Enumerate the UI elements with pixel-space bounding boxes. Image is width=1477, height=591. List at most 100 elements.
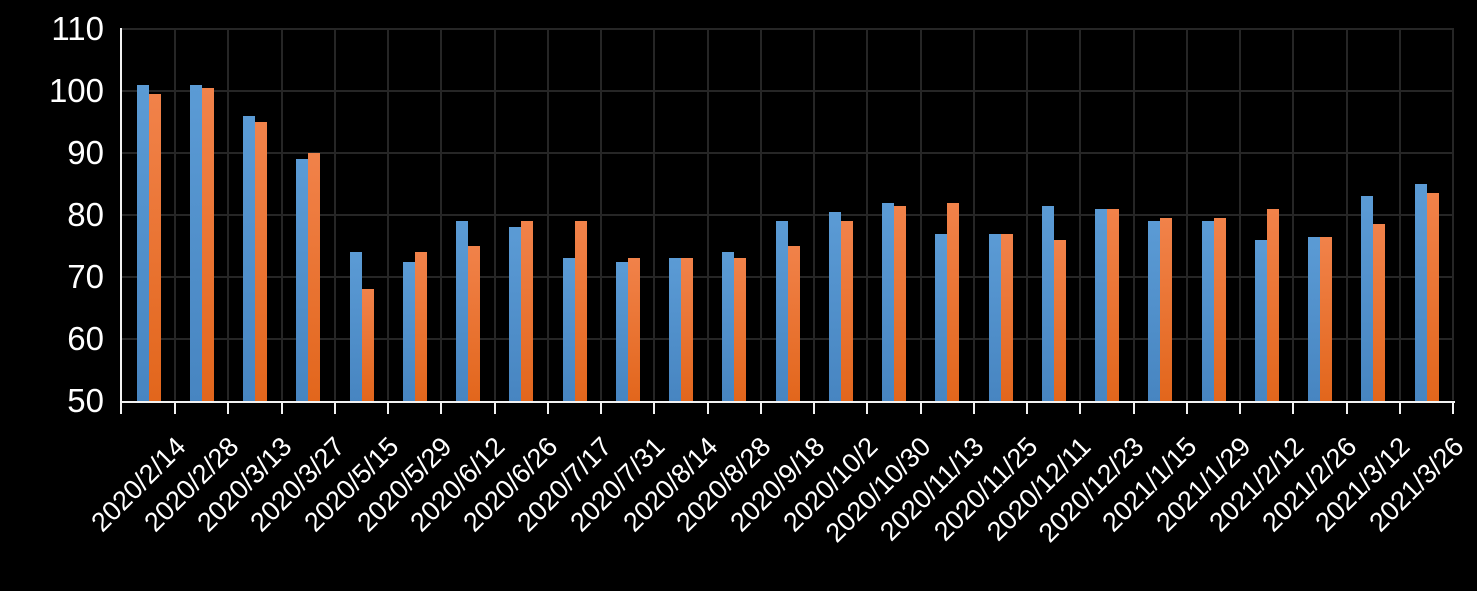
bar-series2 — [1266, 208, 1279, 401]
x-axis-tick — [866, 403, 869, 414]
bar-series1 — [669, 258, 682, 401]
bar-series1 — [775, 221, 788, 401]
bar-series2 — [787, 246, 800, 401]
v-gridline — [1239, 28, 1242, 400]
bar-series1 — [402, 261, 415, 401]
bar-series2 — [574, 221, 587, 401]
y-axis-line — [120, 28, 122, 401]
h-gridline — [122, 90, 1454, 92]
v-gridline — [706, 28, 709, 400]
v-gridline — [1132, 28, 1135, 400]
bar-series2 — [1107, 208, 1120, 401]
bar-series1 — [988, 233, 1001, 401]
bar-series2 — [148, 94, 161, 401]
x-axis-tick — [1026, 403, 1029, 414]
x-axis-tick — [813, 403, 816, 414]
bar-series1 — [615, 261, 628, 401]
v-gridline — [546, 28, 549, 400]
bar-series2 — [255, 122, 268, 401]
bar-series1 — [136, 84, 149, 401]
x-axis-tick — [1345, 403, 1348, 414]
x-axis-tick — [653, 403, 656, 414]
v-gridline — [759, 28, 762, 400]
v-gridline — [1079, 28, 1082, 400]
bar-series2 — [308, 153, 321, 401]
bar-series1 — [562, 258, 575, 401]
bar-series1 — [1308, 236, 1321, 401]
bar-series2 — [1213, 218, 1226, 401]
h-gridline — [122, 214, 1454, 216]
bar-series1 — [1041, 205, 1054, 401]
v-gridline — [227, 28, 230, 400]
v-gridline — [972, 28, 975, 400]
v-gridline — [813, 28, 816, 400]
bar-series1 — [1148, 221, 1161, 401]
v-gridline — [1398, 28, 1401, 400]
v-gridline — [1452, 28, 1455, 400]
v-gridline — [333, 28, 336, 400]
bar-series1 — [456, 221, 469, 401]
bar-series2 — [1373, 224, 1386, 401]
bar-series1 — [349, 252, 362, 401]
bar-series2 — [414, 252, 427, 401]
bar-series1 — [1201, 221, 1214, 401]
bar-series1 — [509, 227, 522, 401]
v-gridline — [919, 28, 922, 400]
v-gridline — [1345, 28, 1348, 400]
x-axis-tick — [174, 403, 177, 414]
x-axis-tick — [333, 403, 336, 414]
bar-series2 — [201, 87, 214, 401]
bar-series2 — [1000, 233, 1013, 401]
x-axis-tick — [1185, 403, 1188, 414]
y-tick-label: 90 — [67, 134, 104, 171]
x-axis-tick — [387, 403, 390, 414]
bar-series1 — [189, 84, 202, 401]
x-axis-tick — [1079, 403, 1082, 414]
y-tick-label: 110 — [51, 10, 104, 47]
x-axis-tick — [280, 403, 283, 414]
bar-series1 — [722, 252, 735, 401]
x-axis-tick — [600, 403, 603, 414]
bar-series2 — [1053, 239, 1066, 401]
x-axis-tick — [227, 403, 230, 414]
bar-series2 — [468, 246, 481, 401]
h-gridline — [122, 28, 1454, 30]
bar-series1 — [828, 211, 841, 401]
bar-series2 — [1320, 236, 1333, 401]
bar-series2 — [681, 258, 694, 401]
x-axis-tick — [120, 403, 122, 414]
y-tick-label: 70 — [67, 258, 104, 295]
x-axis-tick — [546, 403, 549, 414]
bar-series2 — [361, 289, 374, 401]
x-axis-tick — [759, 403, 762, 414]
x-axis-tick — [919, 403, 922, 414]
bar-series2 — [840, 221, 853, 401]
bar-series2 — [734, 258, 747, 401]
bar-series1 — [1254, 239, 1267, 401]
x-axis-tick — [1239, 403, 1242, 414]
x-axis-tick — [440, 403, 443, 414]
x-axis-tick — [706, 403, 709, 414]
v-gridline — [1026, 28, 1029, 400]
x-axis-tick — [972, 403, 975, 414]
y-tick-label: 80 — [67, 196, 104, 233]
bar-series2 — [521, 221, 534, 401]
h-gridline — [122, 152, 1454, 154]
bar-series1 — [243, 115, 256, 401]
v-gridline — [1185, 28, 1188, 400]
bar-series1 — [1414, 184, 1427, 401]
x-axis-tick — [1398, 403, 1401, 414]
v-gridline — [280, 28, 283, 400]
x-axis-tick — [1452, 403, 1455, 414]
bar-series2 — [627, 258, 640, 401]
v-gridline — [387, 28, 390, 400]
bar-series2 — [894, 205, 907, 401]
y-tick-label: 50 — [67, 382, 104, 419]
y-tick-label: 60 — [67, 320, 104, 357]
bar-series1 — [1361, 196, 1374, 401]
x-axis-line — [120, 401, 1456, 403]
bar-series2 — [1160, 218, 1173, 401]
v-gridline — [1292, 28, 1295, 400]
v-gridline — [174, 28, 177, 400]
